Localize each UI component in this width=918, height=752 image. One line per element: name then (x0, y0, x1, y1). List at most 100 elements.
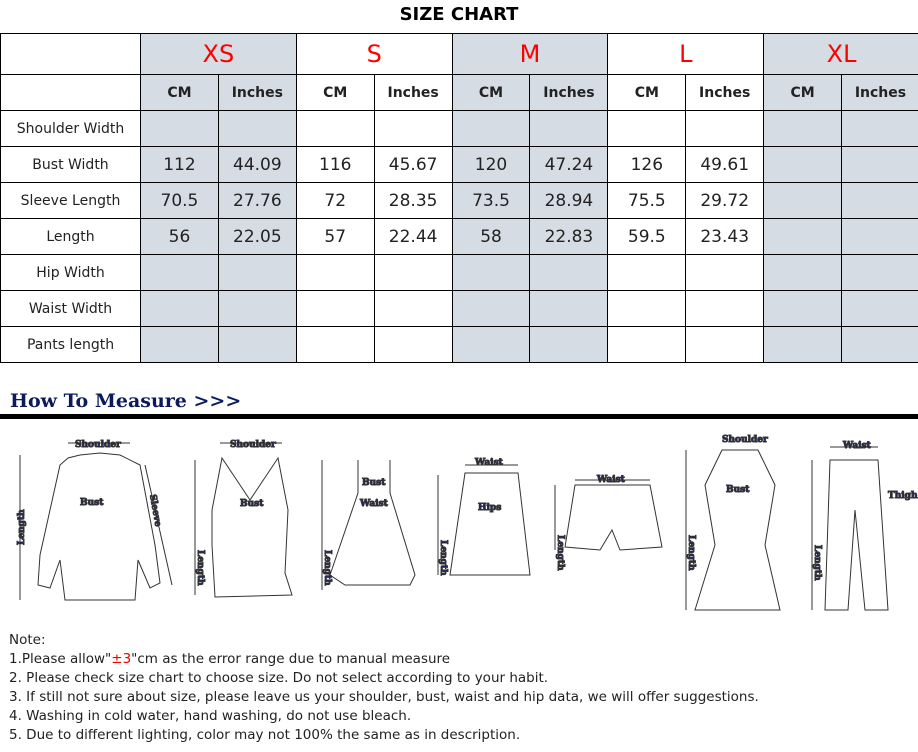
size-header-row: XS S M L XL (0, 33, 918, 75)
row-label: Bust Width (0, 146, 141, 183)
table-cell: 112 (140, 146, 219, 183)
table-row: Pants length (0, 326, 918, 363)
table-cell: 72 (295, 182, 375, 219)
measure-label: Length (438, 540, 448, 576)
measure-label: Waist (596, 475, 626, 485)
measure-label: Hips (478, 503, 501, 513)
table-cell (841, 146, 918, 183)
table-cell (373, 254, 453, 291)
size-header-l: L (607, 33, 765, 75)
table-cell (217, 290, 297, 327)
table-cell (451, 110, 531, 147)
table-cell: 56 (140, 218, 219, 255)
table-cell: 29.72 (685, 182, 765, 219)
table-cell (373, 110, 453, 147)
table-cell: 73.5 (451, 182, 531, 219)
table-cell (607, 290, 687, 327)
table-cell (763, 146, 843, 183)
table-cell (295, 326, 375, 363)
table-cell (373, 326, 453, 363)
size-header-m: M (451, 33, 609, 75)
table-cell (295, 254, 375, 291)
page-title: SIZE CHART (399, 4, 519, 25)
table-cell (685, 326, 765, 363)
table-cell (763, 182, 843, 219)
measure-label: Waist (359, 499, 389, 509)
size-header-xl: XL (763, 33, 918, 75)
table-cell (763, 110, 843, 147)
unit-header: Inches (841, 74, 918, 111)
table-cell: 27.76 (217, 182, 297, 219)
dress-illustration: Bust Waist Length (321, 460, 416, 590)
table-cell (607, 326, 687, 363)
size-header-s: S (295, 33, 453, 75)
table-row: Hip Width (0, 254, 918, 291)
unit-header-row: CM Inches CM Inches CM Inches CM Inches CM Inches (0, 74, 918, 111)
table-cell (763, 254, 843, 291)
notes: Note: 1.Please allow"±3"cm as the error … (9, 631, 759, 745)
table-cell (217, 326, 297, 363)
table-cell: 75.5 (607, 182, 687, 219)
table-cell: 44.09 (217, 146, 297, 183)
measure-label: Bust (362, 478, 386, 488)
table-cell: 22.83 (529, 218, 609, 255)
table-cell: 45.67 (373, 146, 453, 183)
table-cell (841, 326, 918, 363)
table-cell (763, 326, 843, 363)
table-cell (295, 110, 375, 147)
table-cell: 28.94 (529, 182, 609, 219)
measure-label: Waist (474, 458, 504, 468)
table-cell (529, 290, 609, 327)
pants-illustration: Waist Thigh Length (811, 441, 918, 611)
table-row: Sleeve Length 70.5 27.76 72 28.35 73.5 28.94 75… (0, 182, 918, 219)
table-cell (451, 254, 531, 291)
table-cell: 57 (295, 218, 375, 255)
note-3: 3. If still not sure about size, please … (9, 689, 759, 705)
table-cell (451, 290, 531, 327)
measure-label: Waist (842, 441, 872, 451)
measure-label: Bust (726, 485, 750, 495)
unit-header: Inches (529, 74, 609, 111)
table-cell (841, 182, 918, 219)
table-cell (529, 110, 609, 147)
unit-header: CM (451, 74, 531, 111)
unit-header: CM (763, 74, 843, 111)
unit-header: CM (607, 74, 687, 111)
table-cell: 28.35 (373, 182, 453, 219)
table-cell (607, 110, 687, 147)
unit-header: Inches (685, 74, 765, 111)
measurement-illustrations: Shoulder Bust Length Sleeve Shoulder Bus… (17, 435, 918, 611)
table-cell: 59.5 (607, 218, 687, 255)
table-cell: 23.43 (685, 218, 765, 255)
table-row: Length 56 22.05 57 22.44 58 22.83 59.5 23.43 (0, 218, 918, 255)
measure-label: Length (195, 550, 205, 586)
table-cell (217, 254, 297, 291)
table-cell: 116 (295, 146, 375, 183)
coat-illustration: Shoulder Bust Length (685, 435, 781, 611)
measure-label: Length (322, 550, 332, 586)
notes-heading: Note: (9, 632, 46, 648)
measure-label: Bust (240, 499, 264, 509)
table-cell (295, 290, 375, 327)
unit-header: Inches (217, 74, 297, 111)
row-label: Length (0, 218, 141, 255)
table-cell (529, 326, 609, 363)
table-cell (685, 254, 765, 291)
measure-label: Thigh (888, 491, 918, 501)
row-label: Sleeve Length (0, 182, 141, 219)
measure-label: Shoulder (75, 440, 121, 450)
measure-label: Length (555, 535, 565, 571)
table-cell (841, 218, 918, 255)
measure-label: Bust (80, 498, 104, 508)
measure-label: Length (686, 535, 696, 571)
measure-label: Sleeve (147, 494, 163, 528)
measure-label: Length (812, 545, 822, 581)
table-row: Waist Width (0, 290, 918, 327)
unit-header: CM (295, 74, 375, 111)
table-cell: 120 (451, 146, 531, 183)
table-cell (685, 110, 765, 147)
table-cell: 22.44 (373, 218, 453, 255)
table-cell: 126 (607, 146, 687, 183)
table-cell: 47.24 (529, 146, 609, 183)
table-cell: 58 (451, 218, 531, 255)
